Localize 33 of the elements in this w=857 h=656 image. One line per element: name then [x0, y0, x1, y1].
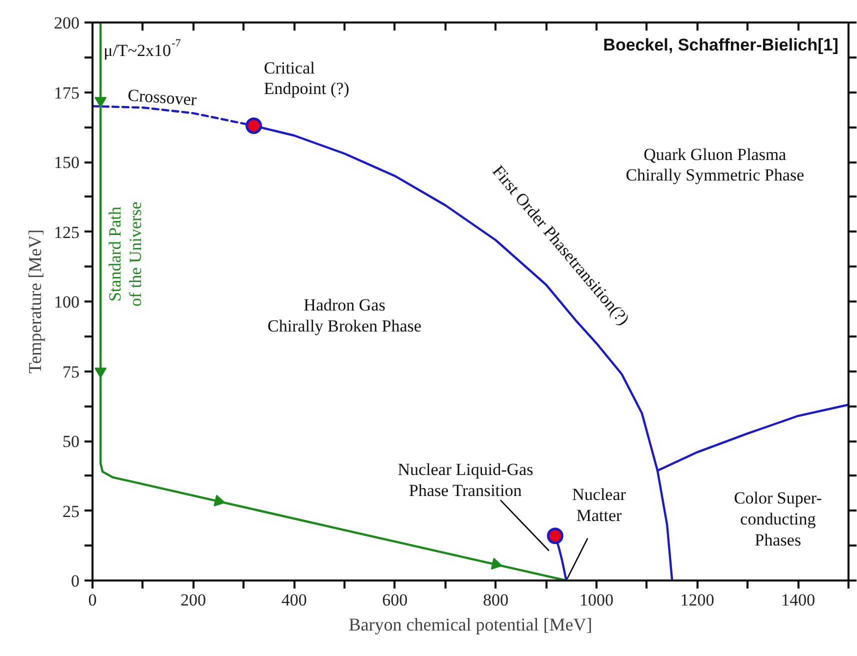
point: [546, 528, 564, 544]
x-tick-label: 800: [482, 590, 508, 610]
y-tick-label: 125: [54, 222, 80, 242]
x-tick-label: 1000: [580, 590, 614, 610]
y-axis-title: Temperature [MeV]: [25, 229, 45, 374]
annotation: Crossover: [127, 86, 198, 110]
x-tick-label: 200: [180, 590, 206, 610]
annotation: Boeckel, Schaffner-Bielich[1]: [603, 35, 838, 54]
x-tick-label: 0: [88, 590, 97, 610]
annotation: Color Super- conducting Phases: [734, 488, 822, 550]
point: [214, 494, 226, 506]
annotation: Critical Endpoint (?): [264, 58, 350, 98]
y-tick-label: 100: [54, 292, 80, 312]
point: [246, 117, 262, 134]
x-axis-title: Baryon chemical potential [MeV]: [348, 614, 592, 634]
y-tick-label: 75: [62, 362, 80, 382]
y-tick-label: 50: [62, 432, 80, 451]
y-tick-label: 200: [54, 14, 80, 32]
y-tick-label: 150: [54, 153, 80, 172]
annotation: Nuclear Liquid-Gas Phase Transition: [398, 460, 534, 500]
x-tick-label: 400: [281, 590, 307, 610]
annotation: Standard Path of the Universe: [105, 202, 146, 306]
annotation: Hadron Gas Chirally Broken Phase: [268, 296, 422, 336]
y-tick-label: 25: [62, 502, 80, 521]
point: [94, 96, 107, 108]
x-tick-label: 1200: [680, 590, 714, 610]
y-tick-label: 0: [71, 572, 80, 590]
annotation: Quark Gluon Plasma Chirally Symmetric Phase: [626, 144, 804, 185]
annotation: Nuclear Matter: [572, 485, 626, 526]
point: [490, 558, 502, 570]
x-tick-label: 600: [382, 590, 408, 610]
x-tick-label: 1400: [781, 590, 816, 610]
y-tick-label: 175: [54, 83, 80, 102]
